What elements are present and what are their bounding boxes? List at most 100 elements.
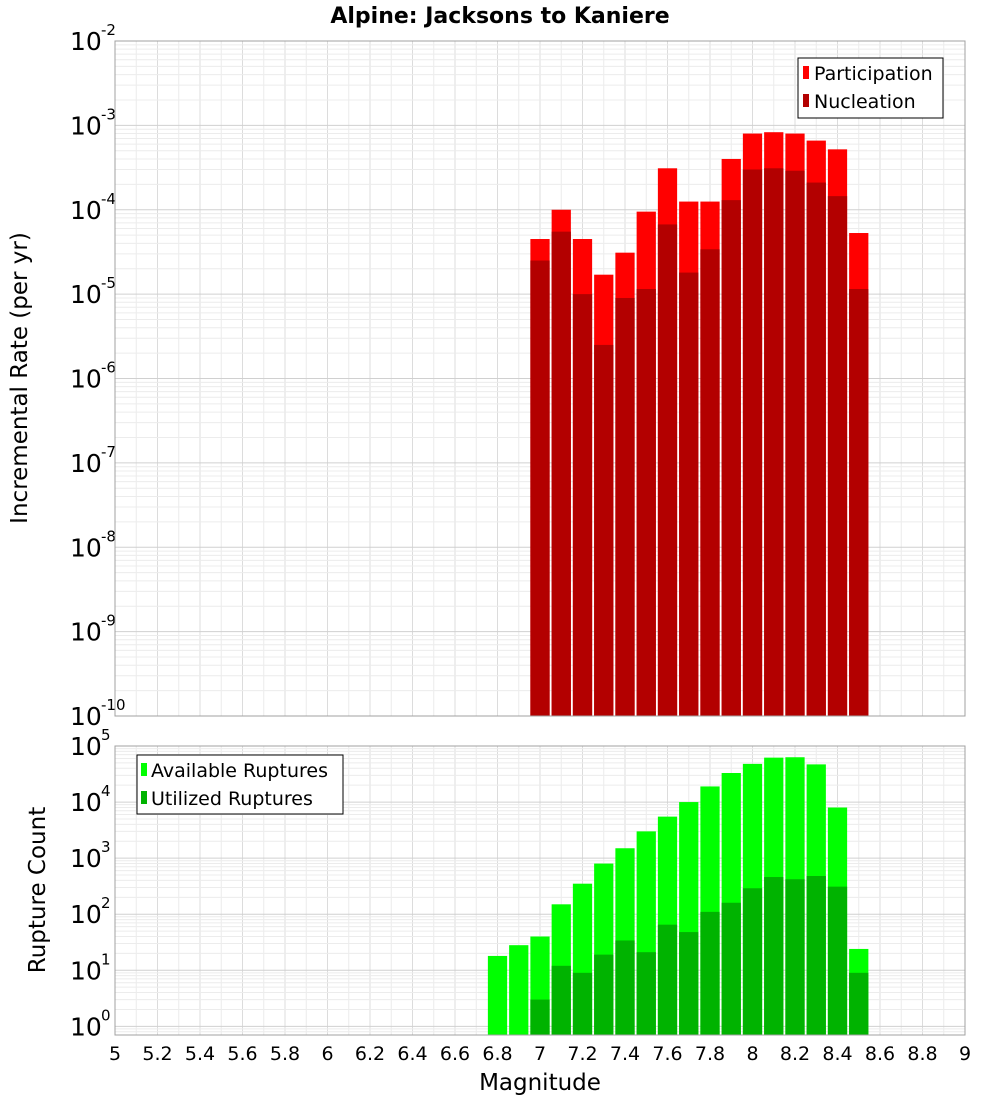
rate-panel-y-tick-base: 10	[70, 280, 102, 309]
rate-panel-y-tick-base: 10	[70, 196, 102, 225]
rate-bar-nucleation	[785, 170, 805, 716]
count-bar-utilized	[849, 972, 869, 1035]
x-tick-label: 8.6	[865, 1043, 895, 1065]
rate-panel-frame	[114, 40, 966, 717]
count-panel-y-tick-base: 10	[70, 956, 102, 985]
count-legend-swatch	[141, 791, 147, 804]
rate-bar-nucleation	[849, 289, 869, 716]
count-panel-y-tick-label: 10 1	[70, 950, 111, 985]
count-panel-y-tick-base: 10	[70, 1012, 102, 1041]
count-bar-available	[487, 955, 508, 1035]
rate-panel-y-tick-exp: -8	[101, 527, 116, 545]
count-bar-utilized	[679, 932, 699, 1035]
x-tick-label: 8	[746, 1043, 758, 1065]
rate-panel-y-tick-base: 10	[70, 111, 102, 140]
count-bar-utilized	[551, 965, 571, 1035]
rate-panel-y-tick-exp: -6	[101, 359, 116, 377]
rate-panel-y-tick-label: 10 -9	[70, 612, 116, 647]
count-panel-y-tick-exp: 0	[101, 1006, 111, 1024]
x-tick-label: 8.4	[822, 1043, 852, 1065]
rate-panel-y-tick-exp: -4	[101, 190, 116, 208]
count-panel-y-tick-label: 10 3	[70, 838, 111, 873]
x-tick-label: 9	[959, 1043, 971, 1065]
rate-panel-y-tick-label: 10 -7	[70, 443, 116, 478]
rate-panel-y-tick-base: 10	[70, 27, 102, 56]
rate-panel-y-tick-label: 10 -4	[70, 190, 116, 225]
rate-panel-y-tick-exp: -7	[101, 443, 116, 461]
count-panel-y-tick-label: 10 2	[70, 894, 111, 929]
count-bar-utilized	[594, 954, 614, 1035]
count-bar-utilized	[572, 972, 593, 1035]
rate-panel-y-tick-exp: -10	[101, 696, 126, 714]
rate-panel-y-tick-base: 10	[70, 618, 102, 647]
count-panel-y-tick-exp: 4	[101, 782, 111, 800]
count-panel-y-tick-exp: 5	[101, 726, 111, 744]
count-bar-utilized	[657, 924, 678, 1035]
x-tick-label: 8.2	[780, 1043, 810, 1065]
rate-panel-y-tick-label: 10 -5	[70, 274, 116, 309]
rate-panel-y-tick-label: 10 -2	[70, 21, 116, 56]
rate-panel-y-tick-base: 10	[70, 449, 102, 478]
count-bar-utilized	[827, 886, 848, 1035]
rate-bar-nucleation	[806, 182, 826, 716]
rate-bar-nucleation	[721, 200, 741, 716]
rate-panel-y-tick-label: 10 -6	[70, 359, 116, 394]
x-tick-label: 5.6	[227, 1043, 257, 1065]
count-bar-utilized	[785, 879, 805, 1035]
rate-bar-nucleation	[679, 272, 699, 716]
x-axis-label: Magnitude	[479, 1070, 601, 1096]
count-bar-utilized	[700, 911, 720, 1035]
count-bar-utilized	[615, 940, 635, 1035]
rate-panel-y-tick-exp: -2	[101, 21, 116, 39]
count-panel-y-tick-base: 10	[70, 732, 102, 761]
count-panel-y-tick-label: 10 4	[70, 782, 111, 817]
rate-legend-label: Nucleation	[814, 91, 916, 113]
rate-panel-y-tick-label: 10 -3	[70, 105, 116, 140]
count-legend-swatch	[141, 763, 147, 776]
count-panel-y-tick-base: 10	[70, 788, 102, 817]
rate-panel-y-tick-label: 10 -10	[70, 696, 126, 731]
count-legend: Available Ruptures Utilized Ruptures	[136, 754, 344, 815]
rate-bar-nucleation	[572, 294, 593, 716]
x-tick-label: 6.8	[482, 1043, 512, 1065]
x-tick-label: 8.8	[907, 1043, 937, 1065]
count-bar-utilized	[636, 952, 656, 1035]
rate-bar-nucleation	[764, 168, 784, 716]
rate-bar-nucleation	[615, 297, 635, 716]
rate-bar-nucleation	[594, 344, 614, 716]
x-tick-label: 7.4	[610, 1043, 640, 1065]
count-bar-utilized	[806, 875, 826, 1035]
count-panel-frame	[114, 745, 966, 1036]
rate-bar-nucleation	[657, 224, 678, 717]
rate-bar-nucleation	[530, 260, 550, 716]
x-tick-label: 6.4	[397, 1043, 427, 1065]
count-y-axis-label: Rupture Count	[25, 807, 51, 973]
rate-legend: Participation Nucleation	[797, 57, 944, 119]
x-tick-label: 7.6	[652, 1043, 682, 1065]
rate-panel-y-tick-exp: -3	[101, 105, 116, 123]
rate-bar-nucleation	[742, 169, 763, 716]
x-tick-label: 6.6	[440, 1043, 470, 1065]
x-tick-label: 6	[321, 1043, 333, 1065]
rate-legend-swatch	[803, 66, 809, 79]
rate-legend-label: Participation	[814, 63, 933, 85]
rate-bar-nucleation	[636, 289, 656, 716]
count-panel-y-tick-exp: 3	[101, 838, 111, 856]
x-tick-label: 5	[109, 1043, 121, 1065]
x-tick-label: 7.8	[695, 1043, 725, 1065]
count-bar-utilized	[721, 902, 741, 1035]
rate-panel-y-tick-exp: -5	[101, 274, 116, 292]
rate-bar-nucleation	[700, 249, 720, 716]
count-panel-y-tick-label: 10 5	[70, 726, 111, 761]
count-bar-utilized	[742, 888, 763, 1035]
rate-panel-y-tick-base: 10	[70, 702, 102, 731]
count-legend-box	[136, 754, 344, 815]
x-tick-label: 5.4	[185, 1043, 215, 1065]
rate-legend-box	[797, 57, 944, 119]
count-panel-y-tick-label: 10 0	[70, 1006, 111, 1041]
rate-panel-y-tick-exp: -9	[101, 612, 116, 630]
x-tick-label: 5.8	[270, 1043, 300, 1065]
count-legend-label: Utilized Ruptures	[151, 788, 313, 810]
